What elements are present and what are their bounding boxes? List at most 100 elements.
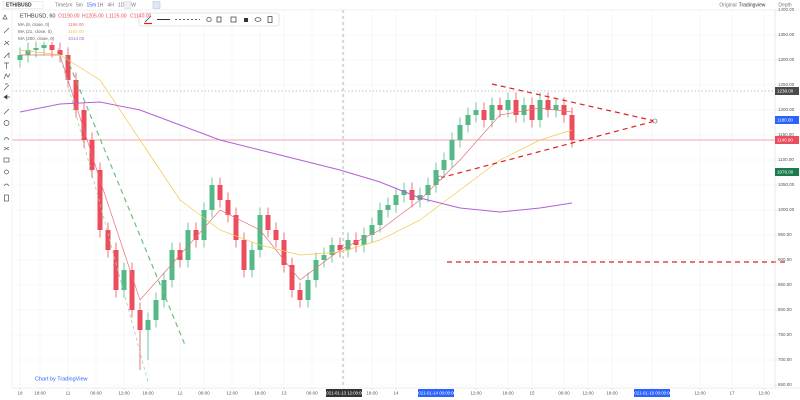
x-tick-label: 12:00 [470, 390, 482, 395]
trash-tool[interactable] [4, 194, 9, 202]
candle-body [425, 185, 431, 195]
candle-body [457, 125, 463, 140]
interval-button[interactable]: 5m [76, 3, 83, 9]
y-tick-label: 1250.00 [778, 82, 795, 87]
magnet-tool[interactable] [3, 137, 10, 141]
drawing-handle[interactable] [652, 118, 658, 124]
x-tick-label: 18:00 [142, 390, 154, 395]
triangle-lower[interactable] [439, 120, 656, 179]
candle-body [337, 245, 343, 250]
pattern-tool[interactable] [3, 73, 11, 80]
forecast-tool[interactable] [3, 83, 10, 91]
x-tick-label: 2021-01-14 00:00:00 [416, 390, 457, 395]
indicator-button[interactable] [123, 1, 132, 9]
legend-name[interactable]: MA (21, close, 0) [18, 29, 52, 34]
y-tick-label: 750.00 [778, 332, 792, 337]
view-button[interactable]: Tradingview [739, 3, 766, 9]
text-tool[interactable] [4, 62, 9, 69]
settings-button[interactable] [206, 16, 212, 23]
interval-button[interactable]: 1W [129, 3, 137, 9]
x-tick-label: 17 [729, 390, 735, 395]
stay-drawing-tool[interactable] [3, 146, 10, 151]
candle-body [153, 300, 159, 320]
view-button[interactable]: Original [719, 3, 736, 9]
ruler-tool[interactable] [3, 108, 10, 115]
candle-body [569, 115, 575, 140]
y-tick-label: 1350.00 [778, 32, 795, 37]
candle-body [465, 115, 471, 125]
hide-button[interactable] [254, 17, 262, 22]
candle-body [73, 80, 79, 110]
trend-tool[interactable] [3, 27, 10, 34]
shape-tool[interactable] [3, 94, 10, 100]
y-tick-label: 1200.00 [778, 107, 795, 112]
candle-body [97, 170, 103, 230]
interval-button[interactable]: 4H [108, 3, 115, 9]
hide-tool[interactable] [4, 169, 9, 175]
x-tick-label: 18:00 [366, 390, 378, 395]
y-tick-label: 1300.00 [778, 57, 795, 62]
candle-body [505, 100, 511, 110]
lock-button[interactable] [244, 18, 248, 22]
brush-tool[interactable] [3, 52, 10, 59]
price-marker-label: 1140.00 [777, 137, 793, 142]
x-tick-label: 12:00 [226, 390, 238, 395]
candle-body [305, 280, 311, 300]
pitchfork-tool[interactable] [3, 40, 10, 46]
interval-button[interactable]: 1m [66, 3, 73, 9]
cursor-tool[interactable] [2, 14, 8, 20]
ohlc-value: L1125.00 [106, 13, 127, 19]
y-tick-label: 650.00 [778, 382, 792, 387]
clone-button[interactable] [230, 16, 237, 23]
lock-tool[interactable] [3, 157, 10, 163]
candle-body [225, 200, 231, 215]
trend-line[interactable] [57, 47, 149, 383]
y-tick-label: 700.00 [778, 357, 792, 362]
candle-body [497, 105, 503, 110]
view-button[interactable]: Depth [778, 3, 792, 9]
interval-button[interactable]: 15m [87, 3, 97, 9]
ohlc-value: C1140.00 [130, 13, 152, 19]
price-marker-label: 1076.00 [777, 169, 794, 174]
legend-box [16, 36, 116, 42]
drawing-handle[interactable] [437, 175, 443, 181]
moving-average-line [19, 49, 573, 256]
legend-value: 1160.00 [68, 29, 84, 34]
interval-button[interactable]: Time [55, 3, 66, 9]
symbol-box[interactable] [2, 1, 44, 9]
chart-type-button[interactable] [152, 1, 161, 9]
interval-button[interactable]: 1D [118, 3, 125, 9]
triangle-upper[interactable] [491, 83, 656, 122]
candle-body [257, 215, 263, 250]
price-marker-label: 1180.00 [777, 117, 793, 122]
legend-name[interactable]: MA (8, close, 0) [18, 22, 50, 27]
x-tick-label: 13 [281, 390, 287, 395]
y-tick-label: 850.00 [778, 282, 792, 287]
price-marker [775, 116, 799, 124]
interval-button[interactable]: 1H [97, 3, 104, 9]
candle-body [473, 110, 479, 115]
candle-body [49, 45, 55, 50]
candle-body [273, 230, 279, 240]
x-highlight-label [326, 389, 362, 397]
y-tick-label: 900.00 [778, 257, 792, 262]
candle-body [361, 235, 367, 245]
ohlc-value: H1205.00 [82, 13, 104, 19]
candle-body [105, 230, 111, 250]
color-picker[interactable] [144, 15, 152, 23]
footer-credit[interactable]: Chart by TradingView [35, 376, 88, 382]
legend-name[interactable]: MA (200, close, 0) [18, 36, 55, 41]
visibility-tool[interactable] [3, 183, 10, 187]
candle-body [217, 185, 223, 200]
zoom-tool[interactable] [3, 120, 10, 126]
trend-line[interactable] [65, 55, 186, 346]
template-button[interactable] [216, 16, 222, 23]
x-tick-label: 12 [177, 390, 183, 395]
candle-body [377, 210, 383, 225]
x-highlight-label [418, 389, 454, 397]
y-tick-label: 950.00 [778, 232, 792, 237]
candle-body [489, 105, 495, 120]
delete-button[interactable] [267, 16, 273, 23]
candle-body [121, 270, 127, 290]
legend-symbol: ETHBUSD, 60 [20, 13, 55, 19]
